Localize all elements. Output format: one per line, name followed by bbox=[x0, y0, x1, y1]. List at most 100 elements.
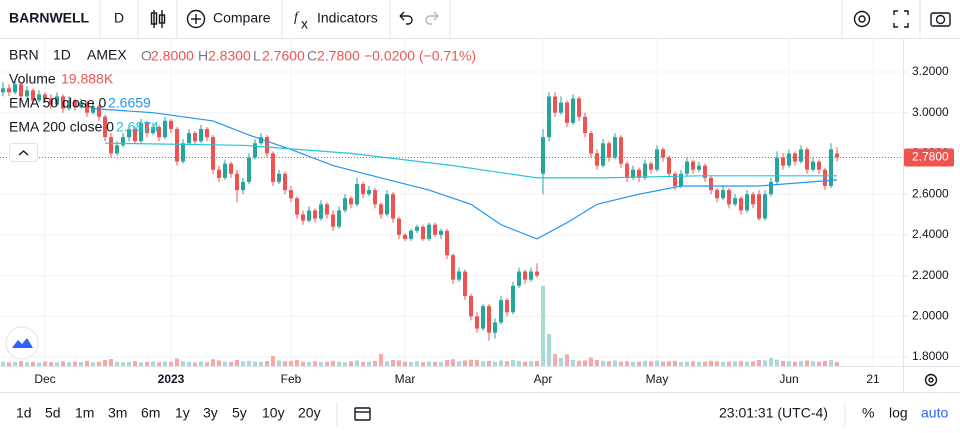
volume-bar bbox=[601, 360, 605, 366]
range-button[interactable]: 5d bbox=[45, 405, 61, 421]
candle-body bbox=[577, 98, 581, 117]
volume-bar bbox=[571, 360, 575, 366]
volume-bar bbox=[607, 361, 611, 366]
y-tick-label: 2.2000 bbox=[912, 268, 949, 282]
volume-bar bbox=[121, 362, 125, 366]
candle-body bbox=[751, 194, 755, 205]
candle-body bbox=[823, 169, 827, 187]
indicators-icon[interactable]: f x bbox=[294, 10, 308, 31]
range-button[interactable]: 1m bbox=[75, 405, 94, 421]
candle-body bbox=[157, 126, 161, 138]
volume-bar bbox=[463, 360, 467, 366]
volume-bar bbox=[787, 361, 791, 366]
candle-body bbox=[13, 84, 17, 93]
volume-bar bbox=[727, 361, 731, 366]
candle-body bbox=[829, 149, 833, 187]
candle-body bbox=[133, 128, 137, 142]
volume-bar bbox=[595, 360, 599, 366]
legend-volume: 19.888K bbox=[61, 71, 114, 87]
volume-bar bbox=[529, 361, 533, 366]
legend-ema200: 2.6874 bbox=[116, 119, 159, 135]
volume-bar bbox=[13, 362, 17, 366]
volume-bar bbox=[757, 360, 761, 366]
candle-body bbox=[565, 102, 569, 123]
volume-bar bbox=[763, 360, 767, 366]
screenshot-button[interactable] bbox=[930, 12, 951, 27]
settings-button[interactable] bbox=[853, 10, 871, 28]
legend-ema200-label: EMA 200 close 0 bbox=[9, 119, 114, 135]
volume-bar bbox=[325, 361, 329, 366]
time-scale-settings[interactable] bbox=[924, 373, 938, 387]
candle-body bbox=[709, 177, 713, 191]
date-range-button[interactable] bbox=[354, 407, 371, 421]
candle-body bbox=[805, 149, 809, 170]
volume-bar bbox=[643, 360, 647, 366]
volume-bar bbox=[709, 360, 713, 366]
candle-body bbox=[499, 300, 503, 323]
legend-open-label: O bbox=[141, 48, 152, 64]
x-tick-label: Feb bbox=[281, 372, 302, 386]
candle-body bbox=[37, 94, 41, 101]
compare-icon[interactable] bbox=[186, 9, 206, 29]
volume-bar bbox=[823, 360, 827, 366]
volume-bar bbox=[409, 362, 413, 366]
volume-bar bbox=[7, 362, 11, 366]
volume-bar bbox=[85, 360, 89, 366]
indicators-button[interactable]: Indicators bbox=[317, 10, 378, 26]
collapse-legend-button[interactable] bbox=[9, 143, 38, 162]
candle-body bbox=[715, 190, 719, 199]
ema-line bbox=[104, 142, 837, 179]
range-button[interactable]: 1y bbox=[175, 405, 190, 421]
chart-style-button[interactable] bbox=[150, 10, 166, 28]
candle-body bbox=[61, 96, 65, 109]
candle-body bbox=[427, 224, 431, 239]
last-price-label: 2.7800 bbox=[912, 150, 949, 164]
redo-button[interactable] bbox=[425, 11, 439, 25]
volume-bar bbox=[721, 362, 725, 366]
volume-bar bbox=[373, 360, 377, 366]
fullscreen-button[interactable] bbox=[893, 10, 909, 28]
range-button[interactable]: 3m bbox=[108, 405, 127, 421]
volume-bar bbox=[199, 361, 203, 366]
volume-bar bbox=[769, 358, 773, 366]
volume-bar bbox=[319, 362, 323, 366]
compare-button[interactable]: Compare bbox=[213, 10, 271, 26]
volume-bar bbox=[517, 360, 521, 366]
volume-bar bbox=[157, 362, 161, 366]
legend-high-label: H bbox=[198, 48, 208, 64]
range-button[interactable]: 3y bbox=[203, 405, 218, 421]
log-toggle[interactable]: log bbox=[889, 405, 908, 421]
auto-toggle[interactable]: auto bbox=[921, 405, 948, 421]
x-tick-label: Dec bbox=[34, 372, 55, 386]
volume-bar bbox=[817, 361, 821, 366]
volume-bar bbox=[19, 361, 23, 366]
candle-body bbox=[457, 271, 461, 280]
volume-bar bbox=[649, 361, 653, 366]
candle-body bbox=[73, 100, 77, 107]
undo-button[interactable] bbox=[399, 11, 413, 25]
volume-bar bbox=[175, 358, 179, 366]
candle-body bbox=[559, 102, 563, 113]
legend-exchange: AMEX bbox=[87, 47, 127, 63]
range-button[interactable]: 5y bbox=[232, 405, 247, 421]
volume-bar bbox=[715, 361, 719, 366]
logo[interactable] bbox=[5, 326, 39, 360]
candle-body bbox=[79, 102, 83, 107]
candle-body bbox=[175, 128, 179, 162]
volume-bar bbox=[661, 361, 665, 366]
candle-body bbox=[697, 165, 701, 170]
candle-body bbox=[391, 194, 395, 219]
range-button[interactable]: 10y bbox=[262, 405, 285, 421]
candle-body bbox=[649, 163, 653, 170]
candle-body bbox=[439, 230, 443, 235]
range-button[interactable]: 1d bbox=[16, 405, 32, 421]
interval-button[interactable]: D bbox=[114, 10, 124, 26]
y-tick-label: 2.6000 bbox=[912, 186, 949, 200]
candle-body bbox=[493, 322, 497, 333]
percent-toggle[interactable]: % bbox=[862, 405, 874, 421]
range-button[interactable]: 6m bbox=[141, 405, 160, 421]
symbol-button[interactable]: BARNWELL bbox=[9, 10, 90, 26]
volume-bar bbox=[745, 361, 749, 366]
range-button[interactable]: 20y bbox=[298, 405, 321, 421]
volume-bar bbox=[193, 362, 197, 366]
